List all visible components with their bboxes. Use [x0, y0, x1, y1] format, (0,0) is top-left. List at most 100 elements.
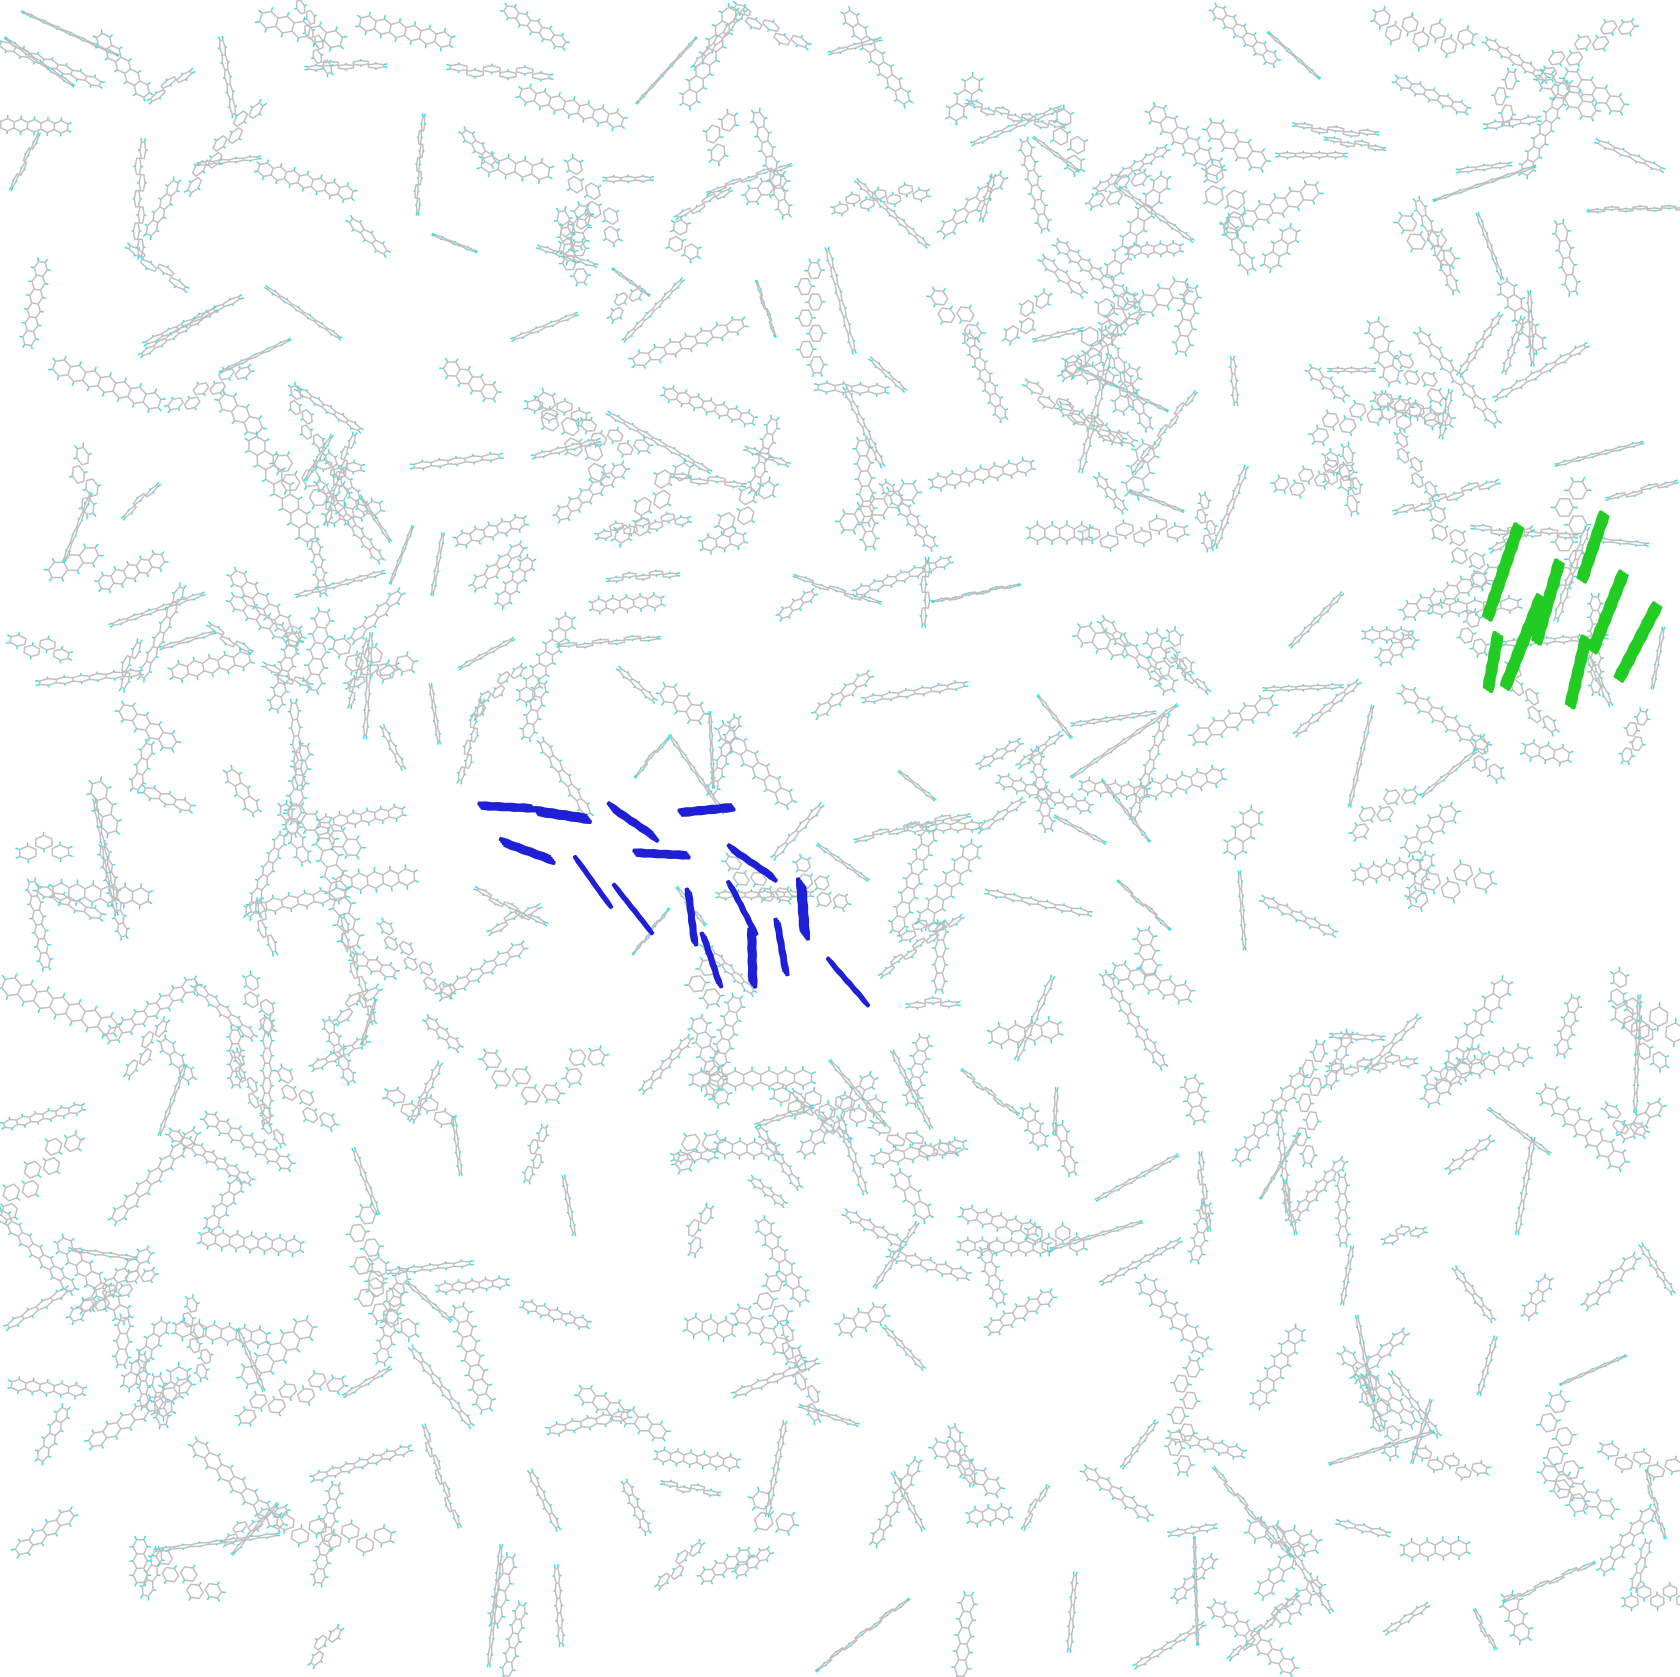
hydrogen-bonds: [978, 173, 997, 223]
bulk-molecule: [1532, 68, 1602, 122]
hydrogen-bonds: [1476, 1335, 1498, 1397]
hydrogen-bonds: [8, 131, 42, 192]
bulk-molecule: [163, 363, 255, 414]
bulk-molecule: [945, 71, 984, 126]
bulk-molecule: [995, 773, 1094, 815]
hydrogen-bonds: [1347, 704, 1375, 808]
hydrogen-bonds: [321, 497, 386, 528]
bulk-molecule: [965, 1502, 1014, 1528]
hydrogen-bonds: [665, 215, 702, 264]
hydrogen-bonds: [633, 736, 671, 779]
hydrogen-bonds: [678, 2, 740, 111]
bulk-molecule: [1166, 1522, 1218, 1538]
hydrogen-bonds: [1131, 389, 1199, 476]
bulk-molecule: [1206, 1598, 1300, 1677]
hydrogen-bonds: [1518, 76, 1574, 180]
bulk-molecule: [196, 1227, 305, 1258]
hydrogen-bonds: [888, 825, 938, 937]
hydrogen-bonds: [1486, 1106, 1552, 1156]
bulk-molecule: [226, 1026, 246, 1089]
bulk-molecule: [476, 151, 555, 185]
hydrogen-bonds: [1017, 136, 1052, 234]
hydrogen-bonds: [561, 1174, 577, 1237]
hydrogen-bonds: [1274, 150, 1348, 160]
bulk-molecule: [190, 980, 258, 1043]
hydrogen-bonds: [1097, 325, 1154, 433]
hydrogen-bonds: [1382, 1601, 1431, 1636]
hydrogen-bonds: [1348, 785, 1423, 842]
hydrogen-bonds: [635, 36, 698, 105]
bulk-molecule: [659, 385, 759, 428]
carbon-framework: [480, 805, 536, 813]
bulk-molecule: [245, 884, 351, 918]
bulk-molecule: [824, 246, 857, 355]
hydrogen-bonds: [714, 476, 780, 535]
hydrogen-bonds: [171, 1317, 272, 1350]
hydrogen-bonds: [1036, 693, 1074, 740]
bulk-molecule: [1419, 1044, 1488, 1109]
hydrogen-bonds: [196, 1227, 305, 1258]
hydrogen-bonds: [1170, 653, 1212, 695]
bulk-molecule: [179, 1293, 214, 1383]
bulk-molecule: [19, 257, 51, 350]
hydrogen-bonds: [1021, 378, 1139, 448]
bulk-molecule: [1552, 218, 1581, 297]
bulk-molecule: [137, 582, 187, 683]
bulk-molecule: [1092, 472, 1129, 515]
hydrogen-bonds: [605, 569, 681, 583]
hydrogen-bonds: [1405, 850, 1436, 904]
hydrogen-bonds: [439, 357, 502, 403]
carbon-framework: [1613, 1002, 1680, 1044]
bulk-molecule: [1514, 1136, 1536, 1236]
hydrogen-bonds: [749, 107, 793, 220]
bulk-molecule: [1308, 389, 1415, 447]
bulk-molecule: [287, 698, 307, 790]
bulk-molecule: [1347, 704, 1375, 808]
hydrogen-bonds: [1536, 17, 1639, 85]
bulk-molecule: [1053, 1120, 1079, 1178]
hydrogen-bonds: [553, 206, 579, 266]
hydrogen-bonds: [1535, 1083, 1630, 1173]
bulk-molecule: [360, 998, 378, 1046]
bulk-molecule: [421, 1014, 464, 1054]
hydrogen-bonds: [1098, 969, 1169, 1071]
bulk-molecule: [1194, 491, 1218, 553]
hydrogen-bonds: [1119, 1419, 1159, 1470]
hydrogen-bonds: [1200, 159, 1249, 236]
bulk-molecule: [813, 380, 890, 397]
hydrogen-bonds: [1491, 67, 1520, 128]
bulk-molecule: [1471, 734, 1506, 785]
green-cluster-molecule: [1582, 514, 1610, 584]
hydrogen-bonds: [1482, 114, 1542, 131]
hydrogen-bonds: [881, 1324, 927, 1372]
bulk-molecule: [1231, 1068, 1309, 1168]
hydrogen-bonds: [187, 1436, 288, 1534]
hydrogen-bonds: [1340, 1245, 1355, 1306]
bulk-molecule: [413, 113, 427, 216]
hydrogen-bonds: [67, 1247, 139, 1261]
hydrogen-bonds: [322, 449, 371, 517]
bulk-molecule: [754, 1123, 803, 1192]
bulk-molecule: [713, 719, 797, 811]
bulk-molecule: [1170, 1552, 1219, 1605]
hydrogen-bonds: [217, 35, 238, 119]
bulk-molecule: [1128, 488, 1185, 513]
hydrogen-bonds: [851, 555, 954, 598]
bulk-molecule: [53, 1233, 134, 1326]
hydrogen-bonds: [556, 634, 661, 649]
carbon-framework: [776, 921, 790, 977]
bulk-molecule: [868, 1456, 923, 1549]
hydrogen-bonds: [1327, 1429, 1436, 1466]
hydrogen-bonds: [376, 917, 457, 1000]
hydrogen-bonds: [1098, 1237, 1183, 1287]
hydrogen-bonds: [1399, 801, 1461, 858]
bulk-molecule: [655, 681, 710, 726]
blue-cluster-molecule: [776, 921, 790, 977]
bulk-molecule: [1382, 1601, 1431, 1636]
hydrogen-bonds: [163, 363, 255, 414]
hydrogen-bonds: [61, 491, 93, 564]
bulk-molecule: [1399, 801, 1461, 858]
bulk-molecule: [897, 769, 937, 802]
